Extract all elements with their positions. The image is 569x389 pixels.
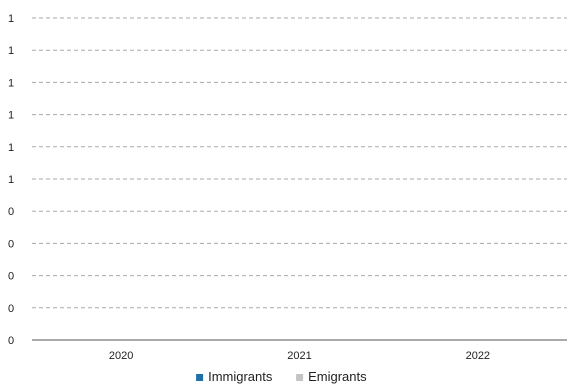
y-tick-label: 1 bbox=[8, 77, 14, 89]
y-tick-label: 1 bbox=[8, 110, 14, 122]
y-tick-label: 0 bbox=[8, 238, 14, 250]
x-axis-ticks: 2020 2021 2022 bbox=[109, 350, 490, 362]
y-tick-label: 1 bbox=[8, 13, 14, 25]
y-tick-label: 1 bbox=[8, 45, 14, 57]
y-tick-label: 1 bbox=[8, 142, 14, 154]
x-tick-label: 2022 bbox=[466, 350, 490, 362]
y-tick-label: 0 bbox=[8, 335, 14, 347]
y-axis-ticks: 0 0 0 0 0 1 1 1 1 1 1 bbox=[8, 13, 14, 347]
x-tick-label: 2020 bbox=[109, 350, 133, 362]
legend: Immigrants Emigrants bbox=[196, 369, 367, 384]
legend-label: Emigrants bbox=[308, 369, 367, 384]
y-tick-label: 0 bbox=[8, 303, 14, 315]
gridlines bbox=[32, 17, 567, 309]
y-tick-label: 0 bbox=[8, 206, 14, 218]
x-tick-label: 2021 bbox=[287, 350, 311, 362]
legend-label: Immigrants bbox=[208, 369, 273, 384]
y-tick-label: 1 bbox=[8, 174, 14, 186]
y-tick-label: 0 bbox=[8, 271, 14, 283]
legend-swatch bbox=[196, 374, 204, 381]
legend-swatch bbox=[296, 374, 304, 381]
